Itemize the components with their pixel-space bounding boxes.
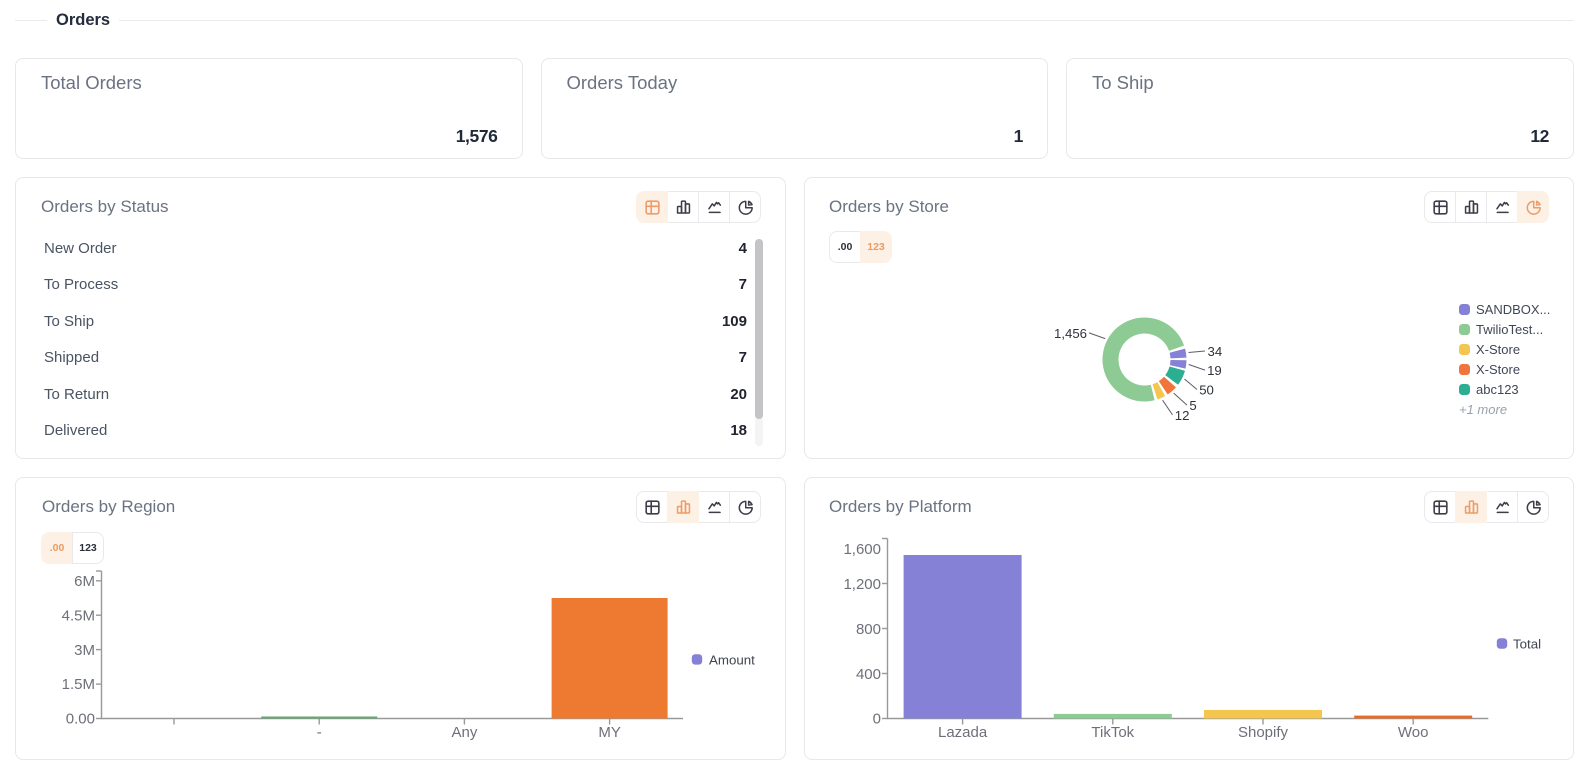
svg-text:-: - — [317, 724, 322, 741]
svg-text:1,456: 1,456 — [1054, 326, 1087, 341]
svg-text:0: 0 — [873, 711, 881, 728]
svg-text:4.5M: 4.5M — [62, 607, 95, 624]
svg-text:1,600: 1,600 — [843, 541, 881, 558]
svg-text:TikTok: TikTok — [1091, 724, 1134, 741]
svg-text:Lazada: Lazada — [938, 724, 988, 741]
svg-text:1.5M: 1.5M — [62, 676, 95, 693]
svg-text:5: 5 — [1189, 398, 1196, 413]
svg-text:50: 50 — [1199, 382, 1214, 397]
svg-text:1,200: 1,200 — [843, 576, 881, 593]
svg-text:0.00: 0.00 — [66, 711, 95, 728]
svg-text:800: 800 — [856, 621, 881, 638]
svg-text:Any: Any — [451, 724, 477, 741]
svg-text:19: 19 — [1207, 363, 1222, 378]
svg-text:400: 400 — [856, 666, 881, 683]
svg-text:Shopify: Shopify — [1238, 724, 1289, 741]
svg-text:Woo: Woo — [1398, 724, 1429, 741]
svg-text:3M: 3M — [74, 642, 95, 659]
svg-text:MY: MY — [598, 724, 621, 741]
svg-text:12: 12 — [1175, 408, 1190, 423]
svg-text:Total: Total — [1513, 636, 1541, 651]
svg-text:6M: 6M — [74, 573, 95, 590]
svg-text:Amount: Amount — [709, 652, 755, 667]
svg-text:34: 34 — [1208, 344, 1223, 359]
